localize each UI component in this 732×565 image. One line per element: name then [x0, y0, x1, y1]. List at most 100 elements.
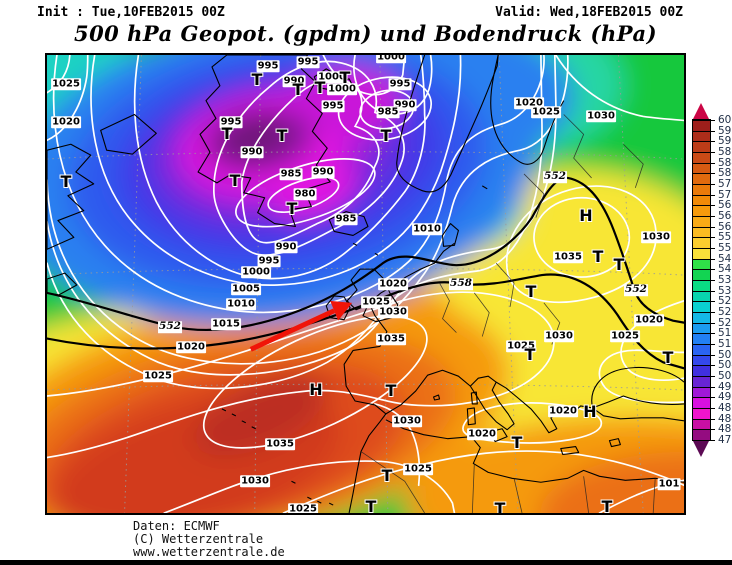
high-center-symbol: H [583, 402, 597, 421]
isobar-label: 1000 [376, 55, 406, 63]
colorbar-band [693, 237, 710, 248]
geopotential-label: 552 [543, 170, 567, 183]
isobar-label: 1025 [403, 463, 433, 475]
colorbar-tick-label: 524 [718, 306, 732, 318]
isobar-label: 995 [296, 56, 320, 68]
colorbar-tick-label: 564 [718, 210, 732, 222]
colorbar-tick [693, 376, 715, 377]
colorbar-band [693, 141, 710, 152]
colorbar-band [693, 162, 710, 174]
isobar-label: 990 [282, 75, 306, 87]
colorbar-band [693, 322, 710, 334]
isobar-label: 1000 [241, 266, 271, 278]
colorbar-tick-label: 540 [718, 263, 732, 276]
isobar-label: 1025 [361, 296, 391, 308]
colorbar-tick [693, 365, 715, 367]
isobar-label: 1025 [610, 330, 640, 342]
high-center-symbol: H [309, 380, 323, 399]
colorbar-band [693, 205, 710, 216]
isobar-label: 990 [240, 146, 264, 158]
colorbar-band [693, 216, 710, 227]
low-center-symbol: T [601, 497, 613, 514]
isobar-label: 1030 [586, 110, 616, 122]
colorbar-tick-label: 496 [718, 380, 732, 393]
attribution-footer: Daten: ECMWF (C) Wetterzentrale www.wett… [133, 520, 285, 559]
isobar-label: 995 [257, 255, 281, 267]
colorbar-band [693, 130, 710, 142]
low-center-symbol: T [365, 497, 377, 514]
isobar-label: 1030 [240, 475, 270, 487]
colorbar-tick [693, 290, 715, 292]
colorbar-tick-label: 568 [718, 199, 732, 212]
colorbar-band [693, 120, 710, 131]
colorbar-band [693, 280, 710, 291]
colorbar-tick-label: 548 [718, 252, 732, 265]
geopotential-label: 552 [158, 320, 182, 333]
low-center-symbol: T [511, 433, 523, 452]
colorbar-arrow-down [693, 441, 709, 457]
colorbar-band [693, 354, 710, 366]
low-center-symbol: T [286, 199, 298, 218]
isobar-label: 1025 [51, 78, 81, 90]
colorbar-tick [693, 269, 715, 271]
colorbar-tick-label: 572 [718, 188, 732, 201]
colorbar-band [693, 429, 710, 440]
colorbar-tick-label: 508 [718, 348, 732, 361]
bottom-edge-bar [0, 560, 732, 565]
colorbar-tick-label: 560 [718, 220, 732, 233]
low-center-symbol: T [524, 345, 536, 364]
colorbar-tick [693, 397, 715, 399]
isobar-label: 1025 [143, 370, 173, 382]
chart-title: 500 hPa Geopot. (gpdm) und Bodendruck (h… [73, 21, 658, 46]
colorbar-tick-label: 592 [718, 135, 732, 148]
isobar-label: 995 [388, 78, 412, 90]
low-center-symbol: T [385, 381, 397, 400]
low-center-symbol: T [221, 124, 233, 143]
colorbar-tick [693, 258, 715, 260]
isobar-label: 985 [279, 168, 303, 180]
colorbar-tick-label: 488 [718, 402, 732, 414]
low-center-symbol: T [339, 68, 351, 87]
map-label-overlay: 1025 1020 995 995 990 1000 1000 995 995 990 985 990… [47, 55, 684, 513]
colorbar-tick-label: 492 [718, 391, 732, 404]
colorbar-tick-label: 500 [718, 370, 732, 382]
colorbar-tick [693, 344, 715, 345]
colorbar-band [693, 301, 710, 312]
isobar-label: 1000 [327, 83, 357, 95]
colorbar-band [693, 312, 710, 323]
isobar-label: 995 [256, 60, 280, 72]
colorbar-tick-label: 580 [718, 167, 732, 180]
colorbar-tick-label: 516 [718, 327, 732, 340]
colorbar-tick-label: 596 [718, 124, 732, 137]
colorbar-band [693, 333, 710, 344]
colorbar-tick [693, 440, 715, 441]
colorbar-tick-label: 480 [718, 423, 732, 436]
colorbar-tick [693, 418, 715, 420]
isobar-label: 1000 [317, 71, 347, 83]
weather-map: 1025 1020 995 995 990 1000 1000 995 995 990 985 990… [45, 53, 686, 515]
colorbar-tick [693, 141, 715, 143]
colorbar-tick [693, 152, 715, 153]
low-center-symbol: T [381, 466, 393, 485]
colorbar-tick-label: 584 [718, 156, 732, 169]
colorbar-tick [693, 226, 715, 228]
isobar-label: 1030 [378, 306, 408, 318]
low-center-symbol: T [525, 282, 537, 301]
copyright-line: (C) Wetterzentrale [133, 532, 264, 546]
colorbar-tick [693, 354, 715, 356]
colorbar-tick [693, 301, 715, 303]
red-arrow-annotation [249, 300, 353, 352]
colorbar-band [693, 376, 710, 387]
init-timestamp-label: Init : Tue,10FEB2015 00Z [37, 5, 225, 20]
low-center-symbol: T [251, 70, 263, 89]
colorbar-band [693, 152, 710, 163]
isobar-label: 1020 [548, 405, 578, 417]
colorbar-tick [693, 173, 715, 175]
colorbar-tick [693, 429, 715, 431]
colorbar-tick-label: 504 [718, 359, 732, 372]
isobar-label: 995 [321, 100, 345, 112]
colorbar-tick [693, 248, 715, 249]
colorbar-band [693, 248, 710, 259]
colorbar-tick-label: 588 [718, 146, 732, 158]
